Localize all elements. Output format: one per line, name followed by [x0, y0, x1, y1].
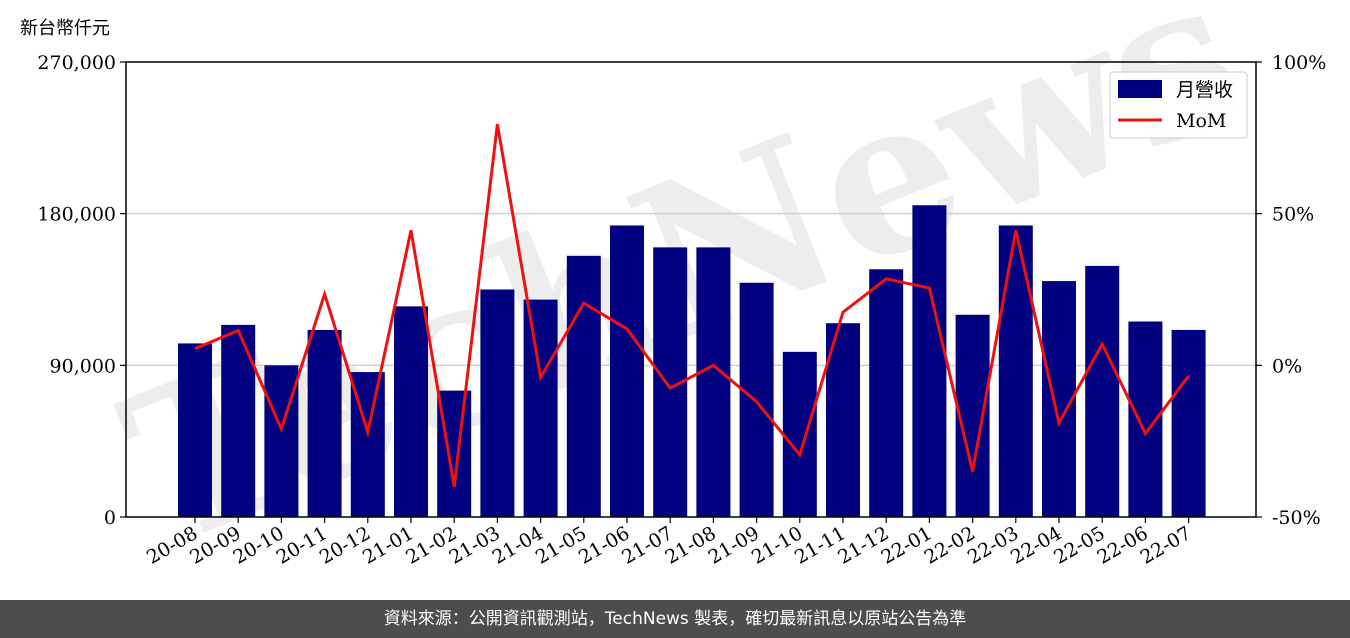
bar-21-03 — [480, 289, 515, 517]
unit-label: 新台幣仟元 — [20, 18, 110, 39]
bar-22-07 — [1171, 329, 1206, 517]
left-tick-label: 180,000 — [37, 204, 116, 226]
left-tick-label: 90,000 — [50, 355, 116, 377]
right-tick-label: 50% — [1272, 204, 1314, 226]
legend: 月營收 MoM — [1109, 71, 1248, 139]
plot-frame — [125, 61, 1257, 518]
revenue-chart: TechNews 090,000180,000270,000-50%0%50%1… — [37, 0, 1326, 593]
mom-line — [194, 123, 1190, 487]
bar-20-11 — [307, 329, 342, 517]
right-tick-label: -50% — [1272, 507, 1321, 529]
legend-label-mom: MoM — [1176, 110, 1226, 132]
legend-label-revenue: 月營收 — [1176, 79, 1233, 101]
left-tick-label: 270,000 — [37, 52, 116, 74]
left-tick-label: 0 — [104, 507, 116, 529]
bar-21-12 — [869, 269, 904, 517]
bar-21-08 — [696, 247, 731, 518]
bar-series — [178, 205, 1206, 518]
bar-20-08 — [178, 343, 212, 517]
bar-22-04 — [1042, 281, 1076, 517]
bar-21-11 — [826, 323, 860, 517]
legend-swatch-bar — [1118, 80, 1162, 98]
bar-21-06 — [610, 225, 644, 518]
right-tick-label: 0% — [1272, 355, 1302, 377]
bar-21-10 — [782, 351, 817, 517]
bar-21-04 — [523, 299, 558, 517]
x-tick-label: 22-07 — [1137, 522, 1195, 568]
bar-22-03 — [998, 225, 1033, 518]
bar-21-01 — [394, 306, 428, 517]
bar-20-09 — [221, 324, 256, 517]
footer-source-note: 資料來源：公開資訊觀測站，TechNews 製表，確切最新訊息以原站公告為準 — [0, 600, 1350, 638]
mom-line-series — [194, 123, 1190, 487]
bar-22-05 — [1085, 265, 1120, 517]
bar-21-05 — [566, 255, 601, 517]
bar-22-01 — [912, 205, 947, 518]
right-tick-label: 100% — [1272, 52, 1326, 74]
